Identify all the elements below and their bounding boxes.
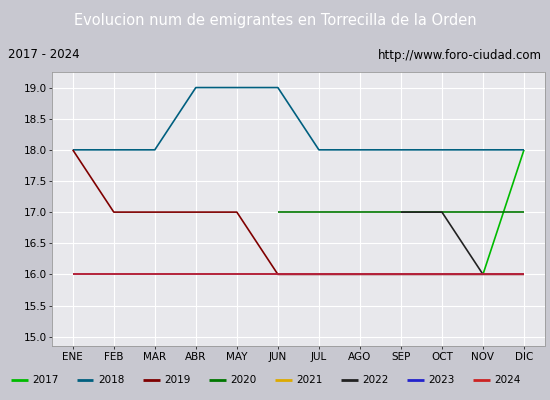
Text: http://www.foro-ciudad.com: http://www.foro-ciudad.com	[378, 48, 542, 62]
Text: 2018: 2018	[98, 375, 124, 385]
Text: Evolucion num de emigrantes en Torrecilla de la Orden: Evolucion num de emigrantes en Torrecill…	[74, 14, 476, 28]
Text: 2023: 2023	[428, 375, 454, 385]
Text: 2017: 2017	[32, 375, 58, 385]
Text: 2019: 2019	[164, 375, 190, 385]
Text: 2022: 2022	[362, 375, 388, 385]
Text: 2024: 2024	[494, 375, 520, 385]
Text: 2021: 2021	[296, 375, 322, 385]
Text: 2017 - 2024: 2017 - 2024	[8, 48, 80, 62]
Text: 2020: 2020	[230, 375, 256, 385]
